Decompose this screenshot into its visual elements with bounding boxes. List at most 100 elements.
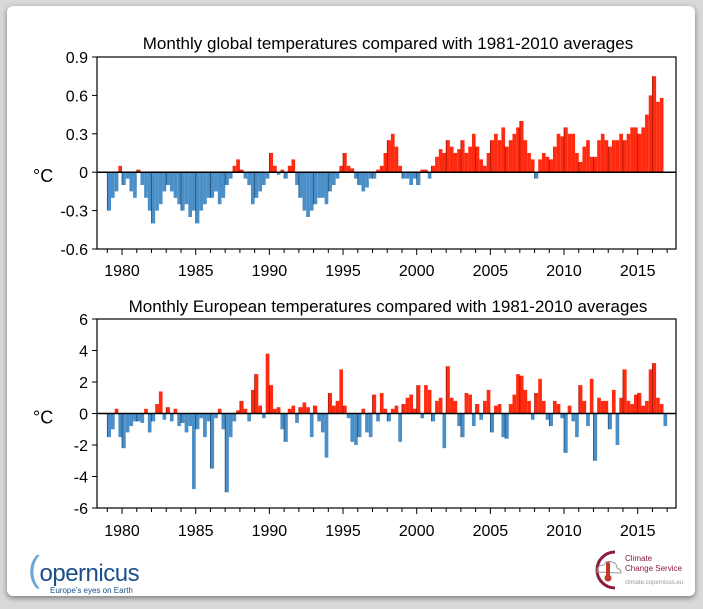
bar: [401, 404, 406, 414]
bar: [608, 413, 612, 430]
bar: [144, 172, 148, 198]
bar: [328, 172, 332, 192]
bar: [155, 404, 159, 414]
bar: [575, 413, 579, 438]
bar: [468, 394, 472, 414]
c3s-line1: Climate: [625, 554, 653, 563]
bar: [243, 172, 248, 179]
bar: [317, 172, 321, 198]
bar: [254, 374, 259, 414]
bar: [298, 407, 303, 414]
bar: [258, 172, 263, 192]
bar: [151, 172, 156, 224]
bar: [505, 146, 509, 173]
bar: [225, 172, 229, 185]
y-tick-label: 0.3: [66, 127, 88, 144]
bar: [320, 413, 325, 433]
bar: [144, 408, 148, 414]
bar: [343, 405, 347, 414]
bar: [236, 410, 240, 414]
bar: [552, 146, 557, 173]
bar: [239, 400, 244, 414]
bar: [387, 413, 391, 422]
bar: [339, 369, 344, 414]
bar: [637, 393, 642, 414]
bar: [409, 172, 414, 185]
bar: [110, 172, 115, 198]
y-tick-label: -6: [74, 501, 88, 518]
bar: [166, 172, 170, 185]
bar: [615, 140, 620, 173]
bar: [516, 374, 520, 414]
bar: [571, 413, 576, 422]
bar: [457, 413, 461, 427]
bar: [582, 146, 587, 173]
bar: [471, 413, 476, 427]
x-tick-label: 2010: [546, 263, 582, 280]
bar: [512, 133, 517, 173]
bar: [169, 413, 174, 422]
bar: [626, 133, 631, 173]
bar: [350, 413, 355, 442]
bar: [147, 172, 152, 211]
bar: [641, 127, 646, 173]
bar: [545, 156, 550, 173]
bar: [530, 159, 535, 173]
bar: [622, 369, 627, 414]
x-tick-label: 2005: [473, 523, 509, 540]
bar: [335, 400, 340, 414]
bar: [637, 133, 642, 173]
bar: [626, 400, 631, 414]
bar: [206, 172, 211, 198]
bar: [564, 413, 568, 453]
bar: [398, 413, 402, 442]
bar: [173, 408, 178, 414]
bar: [659, 404, 664, 414]
bar: [394, 405, 399, 414]
bar: [302, 172, 307, 211]
bar: [228, 172, 233, 179]
bar: [586, 140, 590, 173]
x-tick-label: 1985: [178, 523, 214, 540]
bar: [405, 397, 410, 414]
bar: [505, 413, 509, 439]
bar: [549, 413, 553, 427]
bar: [247, 413, 251, 422]
bar: [468, 146, 472, 173]
bar: [512, 394, 517, 414]
bar: [247, 172, 251, 185]
bar: [298, 172, 303, 198]
y-tick-label: 0: [79, 407, 88, 424]
bar: [110, 413, 115, 430]
bar: [236, 159, 240, 173]
bar: [125, 413, 130, 433]
bar: [615, 413, 620, 445]
bar: [630, 127, 635, 173]
bar: [527, 153, 531, 173]
bar: [166, 407, 170, 414]
bar: [225, 413, 229, 493]
bar: [416, 385, 421, 414]
bar: [427, 389, 432, 414]
bar: [107, 413, 111, 438]
bar: [424, 169, 428, 173]
bar: [184, 172, 189, 205]
europe-chart-title: Monthly European temperatures compared w…: [129, 297, 648, 316]
bar: [177, 413, 181, 427]
bar: [158, 172, 163, 205]
bar: [158, 391, 163, 414]
bar: [280, 413, 285, 430]
bar: [324, 413, 329, 458]
bar: [269, 153, 274, 173]
bar: [125, 172, 130, 179]
bar: [497, 404, 502, 414]
bar: [151, 413, 156, 422]
bar: [357, 413, 362, 438]
copernicus-wordmark: opernicus: [39, 560, 140, 587]
bar: [140, 413, 145, 423]
bar: [471, 133, 476, 173]
bar: [575, 153, 579, 173]
plot-frame: [96, 56, 677, 250]
bar: [582, 400, 587, 414]
